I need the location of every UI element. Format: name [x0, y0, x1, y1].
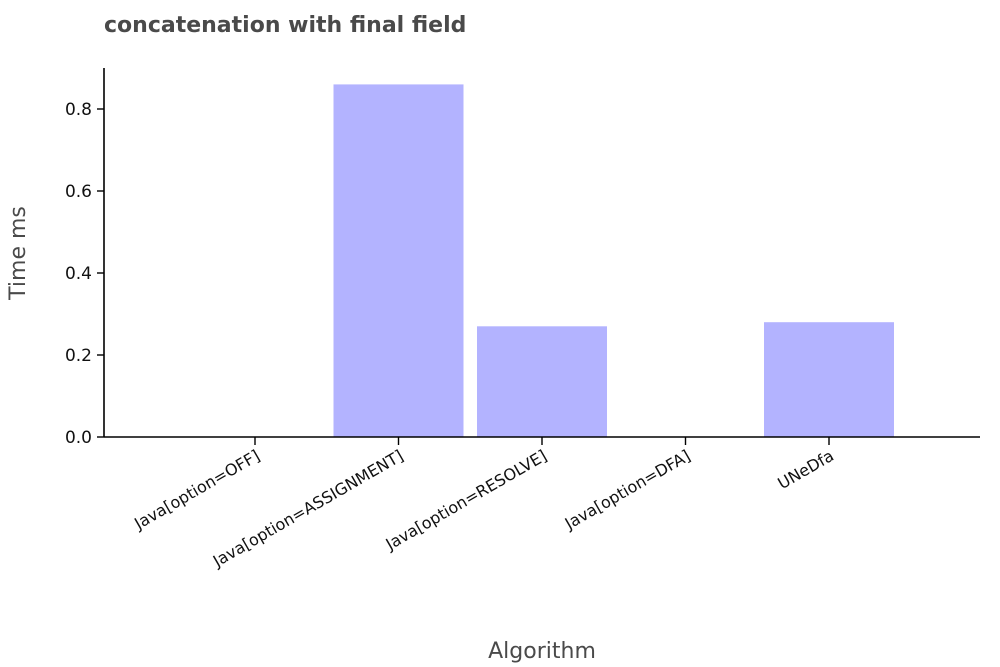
- y-tick-label: 0.8: [65, 100, 92, 120]
- bar: [764, 322, 894, 437]
- y-axis-label: Time ms: [6, 206, 31, 301]
- x-tick-label: Java[option=RESOLVE]: [382, 446, 550, 554]
- bar: [477, 326, 607, 437]
- y-tick-label: 0.2: [65, 346, 92, 366]
- y-axis-ticks: 0.0 0.2 0.4 0.6 0.8: [65, 100, 104, 448]
- y-tick-label: 0.0: [65, 428, 92, 448]
- x-tick-label: Java[option=DFA]: [561, 446, 694, 534]
- bars-layer: [333, 84, 894, 438]
- x-axis-label: Algorithm: [488, 639, 596, 664]
- bar: [333, 84, 464, 438]
- x-axis-ticks: Java[option=OFF]Java[option=ASSIGNMENT]J…: [130, 437, 837, 571]
- y-tick-label: 0.4: [65, 264, 92, 284]
- chart-title: concatenation with final field: [104, 13, 466, 38]
- x-tick-label: Java[option=OFF]: [130, 446, 263, 534]
- y-tick-label: 0.6: [65, 182, 92, 202]
- x-tick-label: UNeDfa: [774, 446, 837, 493]
